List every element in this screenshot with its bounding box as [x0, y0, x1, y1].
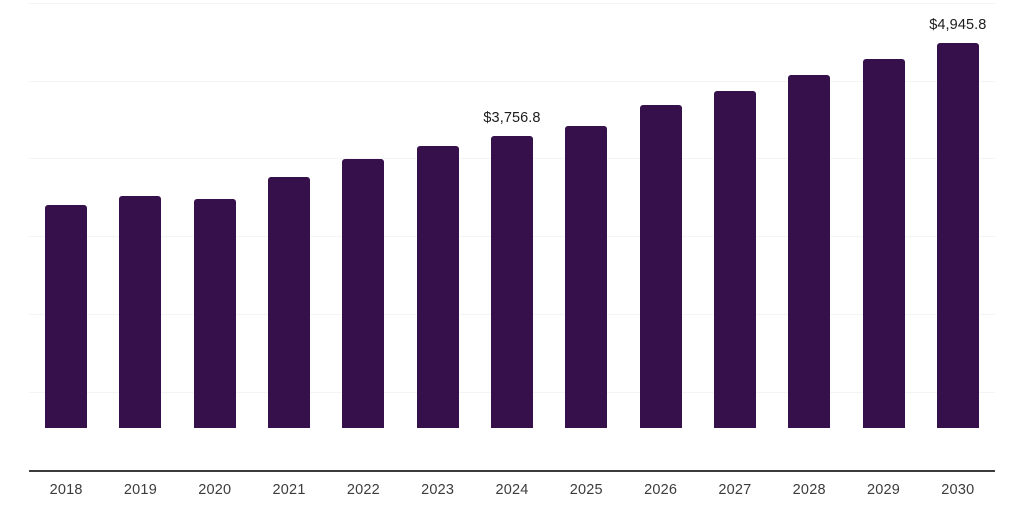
bar-2024[interactable]: [490, 135, 533, 428]
bar-group[interactable]: [549, 0, 623, 428]
bar-2021[interactable]: [268, 177, 311, 428]
bar-2023[interactable]: [416, 146, 459, 428]
x-tick-label-2018: 2018: [49, 482, 83, 498]
x-tick-label-2029: 2029: [866, 482, 901, 498]
bar-group[interactable]: [698, 0, 772, 428]
bar-2026[interactable]: [639, 105, 682, 428]
bar-2022[interactable]: [342, 159, 385, 428]
x-tick-label-2023: 2023: [421, 482, 455, 498]
x-tick-label-2020: 2020: [198, 482, 232, 498]
x-tick-label-2026: 2026: [644, 482, 678, 498]
x-tick-label-2030: 2030: [941, 482, 975, 498]
bar-2028[interactable]: [788, 75, 831, 428]
x-tick-label-2021: 2021: [272, 482, 306, 498]
bar-group[interactable]: [29, 0, 103, 428]
bar-group[interactable]: [401, 0, 475, 428]
bar-group[interactable]: [623, 0, 697, 428]
x-tick-label-2028: 2028: [792, 482, 826, 498]
bar-group[interactable]: [103, 0, 177, 428]
bar-2029[interactable]: [862, 59, 905, 428]
plot-area: $3,756.8 $4,945.8: [29, 0, 995, 428]
bar-group[interactable]: [252, 0, 326, 428]
x-tick-label-2024: 2024: [495, 482, 529, 498]
bar-2025[interactable]: [565, 126, 608, 428]
bar-2018[interactable]: [45, 205, 88, 428]
x-tick-label-2019: 2019: [123, 482, 157, 498]
bar-group[interactable]: $4,945.8: [921, 0, 995, 428]
x-axis-line: [29, 470, 995, 472]
x-tick-label-2022: 2022: [346, 482, 380, 498]
bar-group[interactable]: $3,756.8: [475, 0, 549, 428]
bar-group[interactable]: [326, 0, 400, 428]
bar-group[interactable]: [178, 0, 252, 428]
bar-2020[interactable]: [193, 199, 236, 428]
bar-2027[interactable]: [713, 91, 756, 428]
x-axis-tick-labels: 2018 2019 2020 2021 2022 2023 2024 2025 2026 2027…: [0, 482, 1024, 512]
bar-value-label-2030: $4,945.8: [929, 17, 987, 33]
bar-group[interactable]: [846, 0, 920, 428]
bar-2019[interactable]: [119, 196, 162, 428]
x-tick-label-2027: 2027: [718, 482, 752, 498]
bar-value-label-2024: $3,756.8: [483, 109, 541, 126]
bar-2030[interactable]: [936, 43, 979, 428]
bar-group[interactable]: [772, 0, 846, 428]
x-tick-label-2025: 2025: [569, 482, 603, 498]
